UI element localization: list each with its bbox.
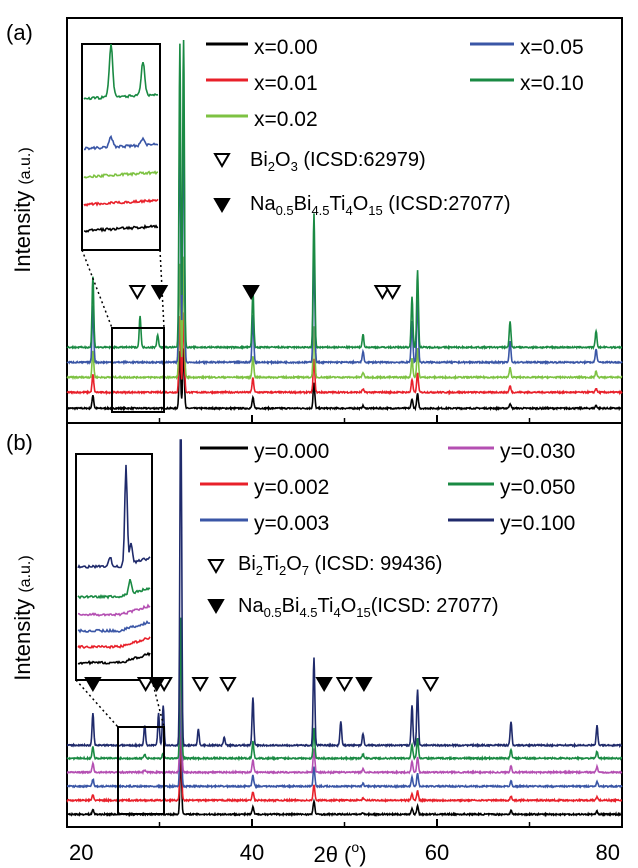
spectrum-line xyxy=(66,102,623,366)
spectrum-line xyxy=(66,39,623,351)
bi2ti2o7-marker xyxy=(136,677,155,692)
legend-open-triangle xyxy=(207,559,225,574)
x-tick-label: 40 xyxy=(240,840,264,865)
ylabel-unit: (a.u.) xyxy=(17,555,34,592)
bi2o3-marker xyxy=(128,285,147,300)
bi2ti2o7-marker xyxy=(421,677,440,692)
zoom-connector xyxy=(81,249,113,329)
nbt-marker xyxy=(150,285,169,300)
spectrum-line xyxy=(66,348,623,412)
panel-b-label: (b) xyxy=(6,430,33,455)
spectrum-line xyxy=(66,439,623,749)
legend-item-x001: x=0.01 xyxy=(254,72,318,95)
legend-item-y0002: y=0.002 xyxy=(254,476,329,499)
inset-line xyxy=(77,651,151,666)
panel-b-legend: y=0.000 y=0.002 y=0.003 y=0.030 y=0.050 … xyxy=(200,440,575,620)
legend-open-triangle xyxy=(213,153,231,168)
nbt-marker xyxy=(355,677,373,692)
spectrum-line xyxy=(66,754,623,818)
legend-item-y0050: y=0.050 xyxy=(500,476,575,499)
legend-nbt-label: Na0.5Bi4.5Ti4O15 (ICSD:27077) xyxy=(250,193,511,218)
spectrum-line xyxy=(66,662,623,776)
inset-line xyxy=(77,620,151,634)
zoom-region-b xyxy=(117,726,165,815)
svg-text:Intensity (a.u.): Intensity (a.u.) xyxy=(10,555,35,680)
inset-line xyxy=(83,224,159,233)
zoom-region-a xyxy=(111,327,165,413)
legend-item-y0000: y=0.000 xyxy=(254,440,329,463)
x-tick-label: 60 xyxy=(425,840,449,865)
legend-item-y0100: y=0.100 xyxy=(500,512,575,535)
legend-item-x005: x=0.05 xyxy=(520,36,584,59)
inset-line xyxy=(77,578,151,600)
inset-line xyxy=(84,134,159,151)
nbt-marker xyxy=(147,677,166,692)
bi2ti2o7-marker xyxy=(191,677,209,692)
spectrum-line xyxy=(66,730,623,804)
bi2ti2o7-marker xyxy=(335,677,354,692)
x-axis: 20 40 60 80 xyxy=(66,415,623,865)
inset-line xyxy=(77,636,151,650)
panel-a-label: (a) xyxy=(6,20,33,45)
ylabel-unit: (a.u.) xyxy=(17,147,34,184)
bi2o3-marker xyxy=(383,285,402,300)
legend-filled-triangle xyxy=(213,198,231,213)
x-axis-title: 2θ (o) xyxy=(313,839,366,867)
insets xyxy=(75,43,165,815)
nbt-marker xyxy=(315,677,333,692)
ylabel-text: Intensity xyxy=(10,191,35,273)
legend-bi2o3-label: Bi2O3 (ICSD:62979) xyxy=(250,149,426,174)
legend-filled-triangle xyxy=(207,599,225,614)
zoom-connector xyxy=(75,679,119,728)
panel-a-ylabel: Intensity (a.u.) xyxy=(10,147,35,272)
spectrum-line xyxy=(66,312,623,396)
svg-text:Intensity (a.u.): Intensity (a.u.) xyxy=(10,147,35,272)
spectrum-line xyxy=(66,695,623,790)
legend-item-x010: x=0.10 xyxy=(520,72,584,95)
panel-a-legend: x=0.00 x=0.01 x=0.02 x=0.05 x=0.10 Bi2O3… xyxy=(206,36,584,218)
panel-a-spectra xyxy=(66,39,623,412)
bi2ti2o7-marker xyxy=(219,677,237,692)
legend-nbt-label: Na0.5Bi4.5Ti4O15(ICSD: 27077) xyxy=(238,595,499,620)
legend-bi2ti2o7-label: Bi2Ti2O7 (ICSD: 99436) xyxy=(238,553,442,578)
legend-item-y0003: y=0.003 xyxy=(254,512,329,535)
spectrum-line xyxy=(66,256,623,381)
inset-line xyxy=(83,198,159,207)
spectrum-line xyxy=(66,617,623,762)
ylabel-text: Intensity xyxy=(10,599,35,681)
inset-line xyxy=(83,170,159,179)
zoom-connector xyxy=(151,679,165,728)
panel-b-ylabel: Intensity (a.u.) xyxy=(10,555,35,680)
legend-item-x002: x=0.02 xyxy=(254,108,318,131)
legend-item-x000: x=0.00 xyxy=(254,36,318,59)
x-tick-label: 80 xyxy=(596,840,620,865)
inset-line xyxy=(83,44,159,101)
inset-line xyxy=(77,464,151,569)
peak-markers xyxy=(84,153,440,692)
nbt-marker xyxy=(242,285,260,300)
zoom-connector xyxy=(159,249,165,329)
legend-item-y0030: y=0.030 xyxy=(500,440,575,463)
nbt-marker xyxy=(84,677,102,692)
bi2o3-marker xyxy=(373,285,392,300)
panel-b-spectra xyxy=(66,439,623,818)
x-tick-label: 20 xyxy=(69,840,93,865)
inset-line xyxy=(77,603,151,617)
